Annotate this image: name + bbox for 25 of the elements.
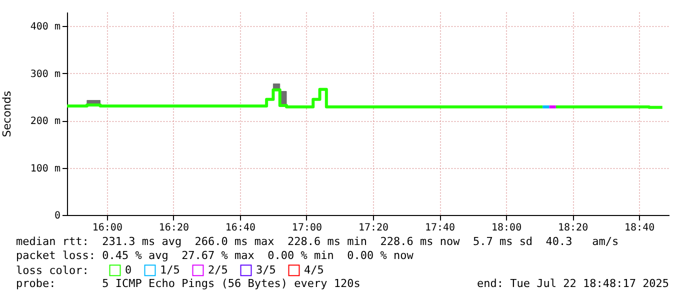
text: probe: 5 ICMP Echo Pings (56 Bytes) every 120s xyxy=(16,277,360,290)
legend-title: loss color: xyxy=(16,264,89,277)
legend-label: 3/5 xyxy=(256,263,276,276)
text: packet loss: 0.45 % avg 27.67 % max 0.00 % min 0.00 % now xyxy=(16,249,414,262)
legend-label: 0 xyxy=(125,263,132,276)
x-tick-label: 18:20 xyxy=(558,222,588,234)
x-tick-label: 16:40 xyxy=(225,222,256,234)
text: median rtt: 231.3 ms avg 266.0 ms max 228.6 ms min 228.6 ms now 5.7 ms sd 40.3 am/s xyxy=(16,235,619,248)
y-tick-label: 0 xyxy=(54,210,60,222)
text: end: Tue Jul 22 18:48:17 2025 xyxy=(477,277,670,290)
x-tick-label: 16:20 xyxy=(158,222,189,234)
x-tick-label: 17:40 xyxy=(424,222,456,234)
x-tick-label: 18:40 xyxy=(624,222,655,234)
x-tick-label: 16:00 xyxy=(92,222,122,234)
legend-label: 1/5 xyxy=(160,263,180,276)
y-tick-label: 300 m xyxy=(30,68,60,80)
y-tick-label: 200 m xyxy=(30,116,60,128)
legend-label: 2/5 xyxy=(208,263,228,276)
x-tick-label: 17:00 xyxy=(292,222,322,234)
x-tick-label: 18:00 xyxy=(491,222,522,234)
x-tick-label: 17:20 xyxy=(358,222,389,234)
y-axis-title: Seconds xyxy=(0,90,14,138)
y-tick-label: 400 m xyxy=(30,22,60,33)
y-tick-label: 100 m xyxy=(30,163,60,174)
legend-label: 4/5 xyxy=(304,263,324,276)
